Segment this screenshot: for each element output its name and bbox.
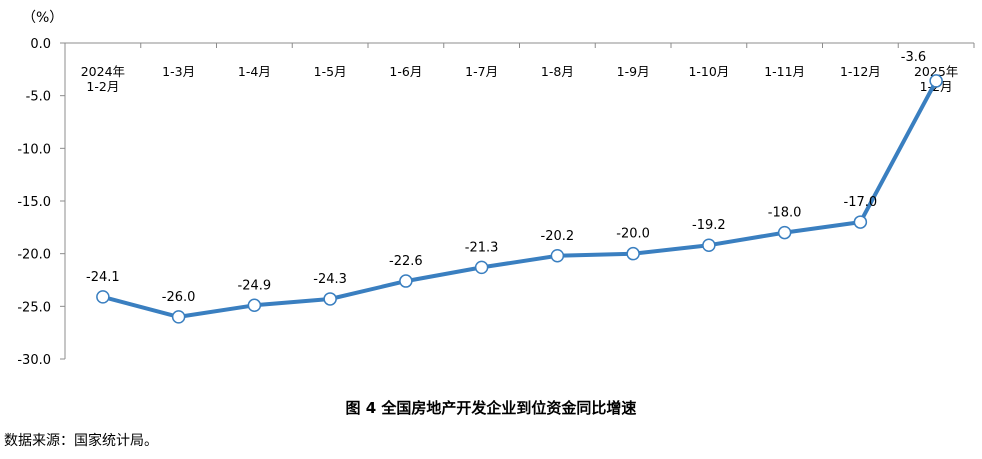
y-tick-label: -5.0 <box>26 90 51 105</box>
data-source-note: 数据来源：国家统计局。 <box>4 433 158 449</box>
y-axis: 0.0 -5.0 -10.0 -15.0 -20.0 -25.0 -30.0 <box>17 37 66 368</box>
data-label: -26.0 <box>162 290 196 305</box>
data-label: -22.6 <box>389 254 423 269</box>
x-tick-label: 1-7月 <box>465 64 498 79</box>
data-point-marker <box>853 215 868 229</box>
series-polyline <box>102 79 938 319</box>
data-label: -20.2 <box>541 229 575 244</box>
data-point-marker <box>474 260 489 275</box>
data-point-marker <box>247 298 262 313</box>
data-point-marker <box>777 225 792 240</box>
data-label: -24.1 <box>86 270 120 285</box>
data-point-marker <box>550 249 565 263</box>
data-label: -19.2 <box>692 218 726 233</box>
x-tick-label: 1-10月 <box>688 64 729 79</box>
data-label: -24.3 <box>313 272 347 287</box>
data-point-marker <box>399 274 413 288</box>
x-tick-label: 2024年 1-2月 <box>81 64 125 94</box>
x-tick-label: 1-9月 <box>617 64 650 79</box>
y-tick-label: -30.0 <box>17 353 51 368</box>
line-chart: （%） 0.0 -5.0 -10.0 -15.0 -20.0 -25.0 -30.0 202… <box>17 10 975 368</box>
series-line <box>96 74 943 324</box>
x-tick-label: 1-5月 <box>314 64 347 79</box>
y-axis-unit-label: （%） <box>22 10 63 26</box>
chart-title: 图 4 全国房地产开发企业到位资金同比增速 <box>345 399 637 417</box>
data-label: -18.0 <box>768 206 802 221</box>
data-label: -21.3 <box>465 240 499 255</box>
x-axis: 2024年 1-2月 1-3月 1-4月 1-5月 1-6月 1-7月 1-8月 1-9月 1-1… <box>64 42 975 94</box>
data-point-marker <box>171 310 186 324</box>
data-point-marker <box>626 246 640 261</box>
y-tick-label: -20.0 <box>17 248 51 263</box>
x-tick-label: 1-12月 <box>840 64 881 79</box>
data-label: -24.9 <box>238 278 272 293</box>
data-point-marker <box>929 74 943 88</box>
data-point-marker <box>96 290 110 304</box>
data-label: -3.6 <box>901 50 926 65</box>
y-tick-label: -15.0 <box>17 195 51 210</box>
data-labels: -24.1 -26.0 -24.9 -24.3 -22.6 -21.3 -20.2 -20.0… <box>86 50 926 305</box>
data-point-marker <box>702 238 716 252</box>
data-point-marker <box>323 292 337 306</box>
x-tick-label: 1-11月 <box>764 64 805 79</box>
y-tick-label: -10.0 <box>17 142 51 157</box>
y-tick-label: 0.0 <box>30 37 51 52</box>
data-label: -17.0 <box>844 195 878 210</box>
x-tick-label: 1-4月 <box>238 64 271 79</box>
x-tick-label: 1-8月 <box>541 64 574 79</box>
y-tick-label: -25.0 <box>17 300 51 315</box>
x-tick-label: 1-3月 <box>162 64 195 79</box>
x-tick-label: 1-6月 <box>389 64 422 79</box>
data-label: -20.0 <box>616 227 650 242</box>
